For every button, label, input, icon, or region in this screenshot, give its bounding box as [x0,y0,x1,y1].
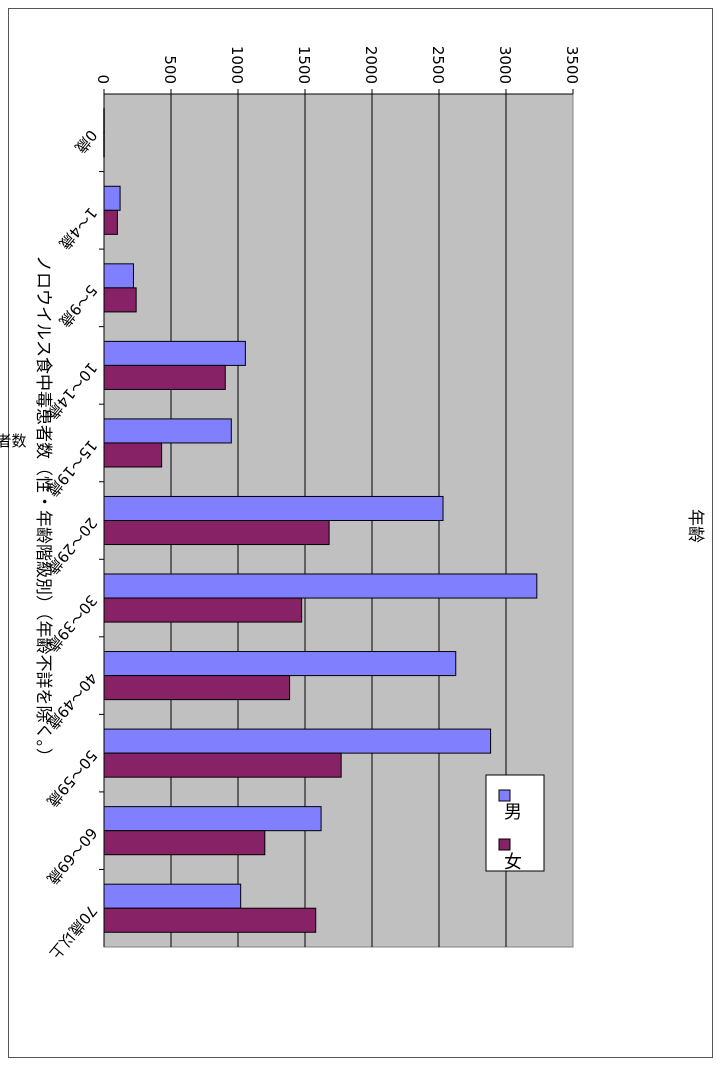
page-frame [8,8,713,1058]
bar-male [103,185,121,211]
x-tick-label: 1～4歳 [55,204,100,253]
chart-title: ノロウイルス食中毒患者数（性・年齢階級別）（年齢不詳を除く。） [33,255,53,765]
y-tick-label: 2500 [429,46,447,84]
y-tick-label: 500 [161,55,179,84]
y-tick-label: 3000 [496,46,514,84]
legend-swatch-male [498,789,511,802]
bar-male [103,651,457,677]
y-tick-label: 1500 [295,46,313,84]
x-tick-label: 70歳以上 [46,902,101,963]
y-axis: 0 500 1000 1500 2000 2500 3000 3500 [94,46,581,95]
bar-female [103,287,137,313]
bars [103,108,538,933]
bar-female [103,442,163,468]
legend: 男 女 [485,774,545,873]
legend-label-female: 女 [504,852,522,873]
y-tick-label: 0 [94,74,112,84]
bar-female [103,597,303,623]
legend-swatch-female [498,838,511,851]
bar-female [103,752,342,778]
bar-female [103,364,226,390]
bar-female [103,675,291,701]
x-tick-label: 60～69歳 [43,824,101,888]
bar-male [103,418,232,444]
y-axis-label: 患者数 [0,432,27,450]
y-tick-label: 1000 [228,46,246,84]
bar-female [103,830,266,856]
y-tick-label: 3500 [563,46,581,84]
legend-label-male: 男 [504,802,522,823]
x-tick-label: 5～9歳 [55,281,100,330]
y-tick-label: 2000 [362,46,380,84]
x-axis-label: 年齢 [685,509,705,543]
bar-female [103,209,118,235]
bar-female [103,907,317,933]
bar-male [103,573,538,599]
bar-male [103,806,322,832]
bar-male [103,728,492,754]
bar-male [103,495,444,521]
bar-male [103,340,246,366]
bar-female [103,520,330,546]
bar-male [103,263,134,289]
x-tick-label: 0歳 [71,126,101,156]
bar-male [103,883,242,909]
